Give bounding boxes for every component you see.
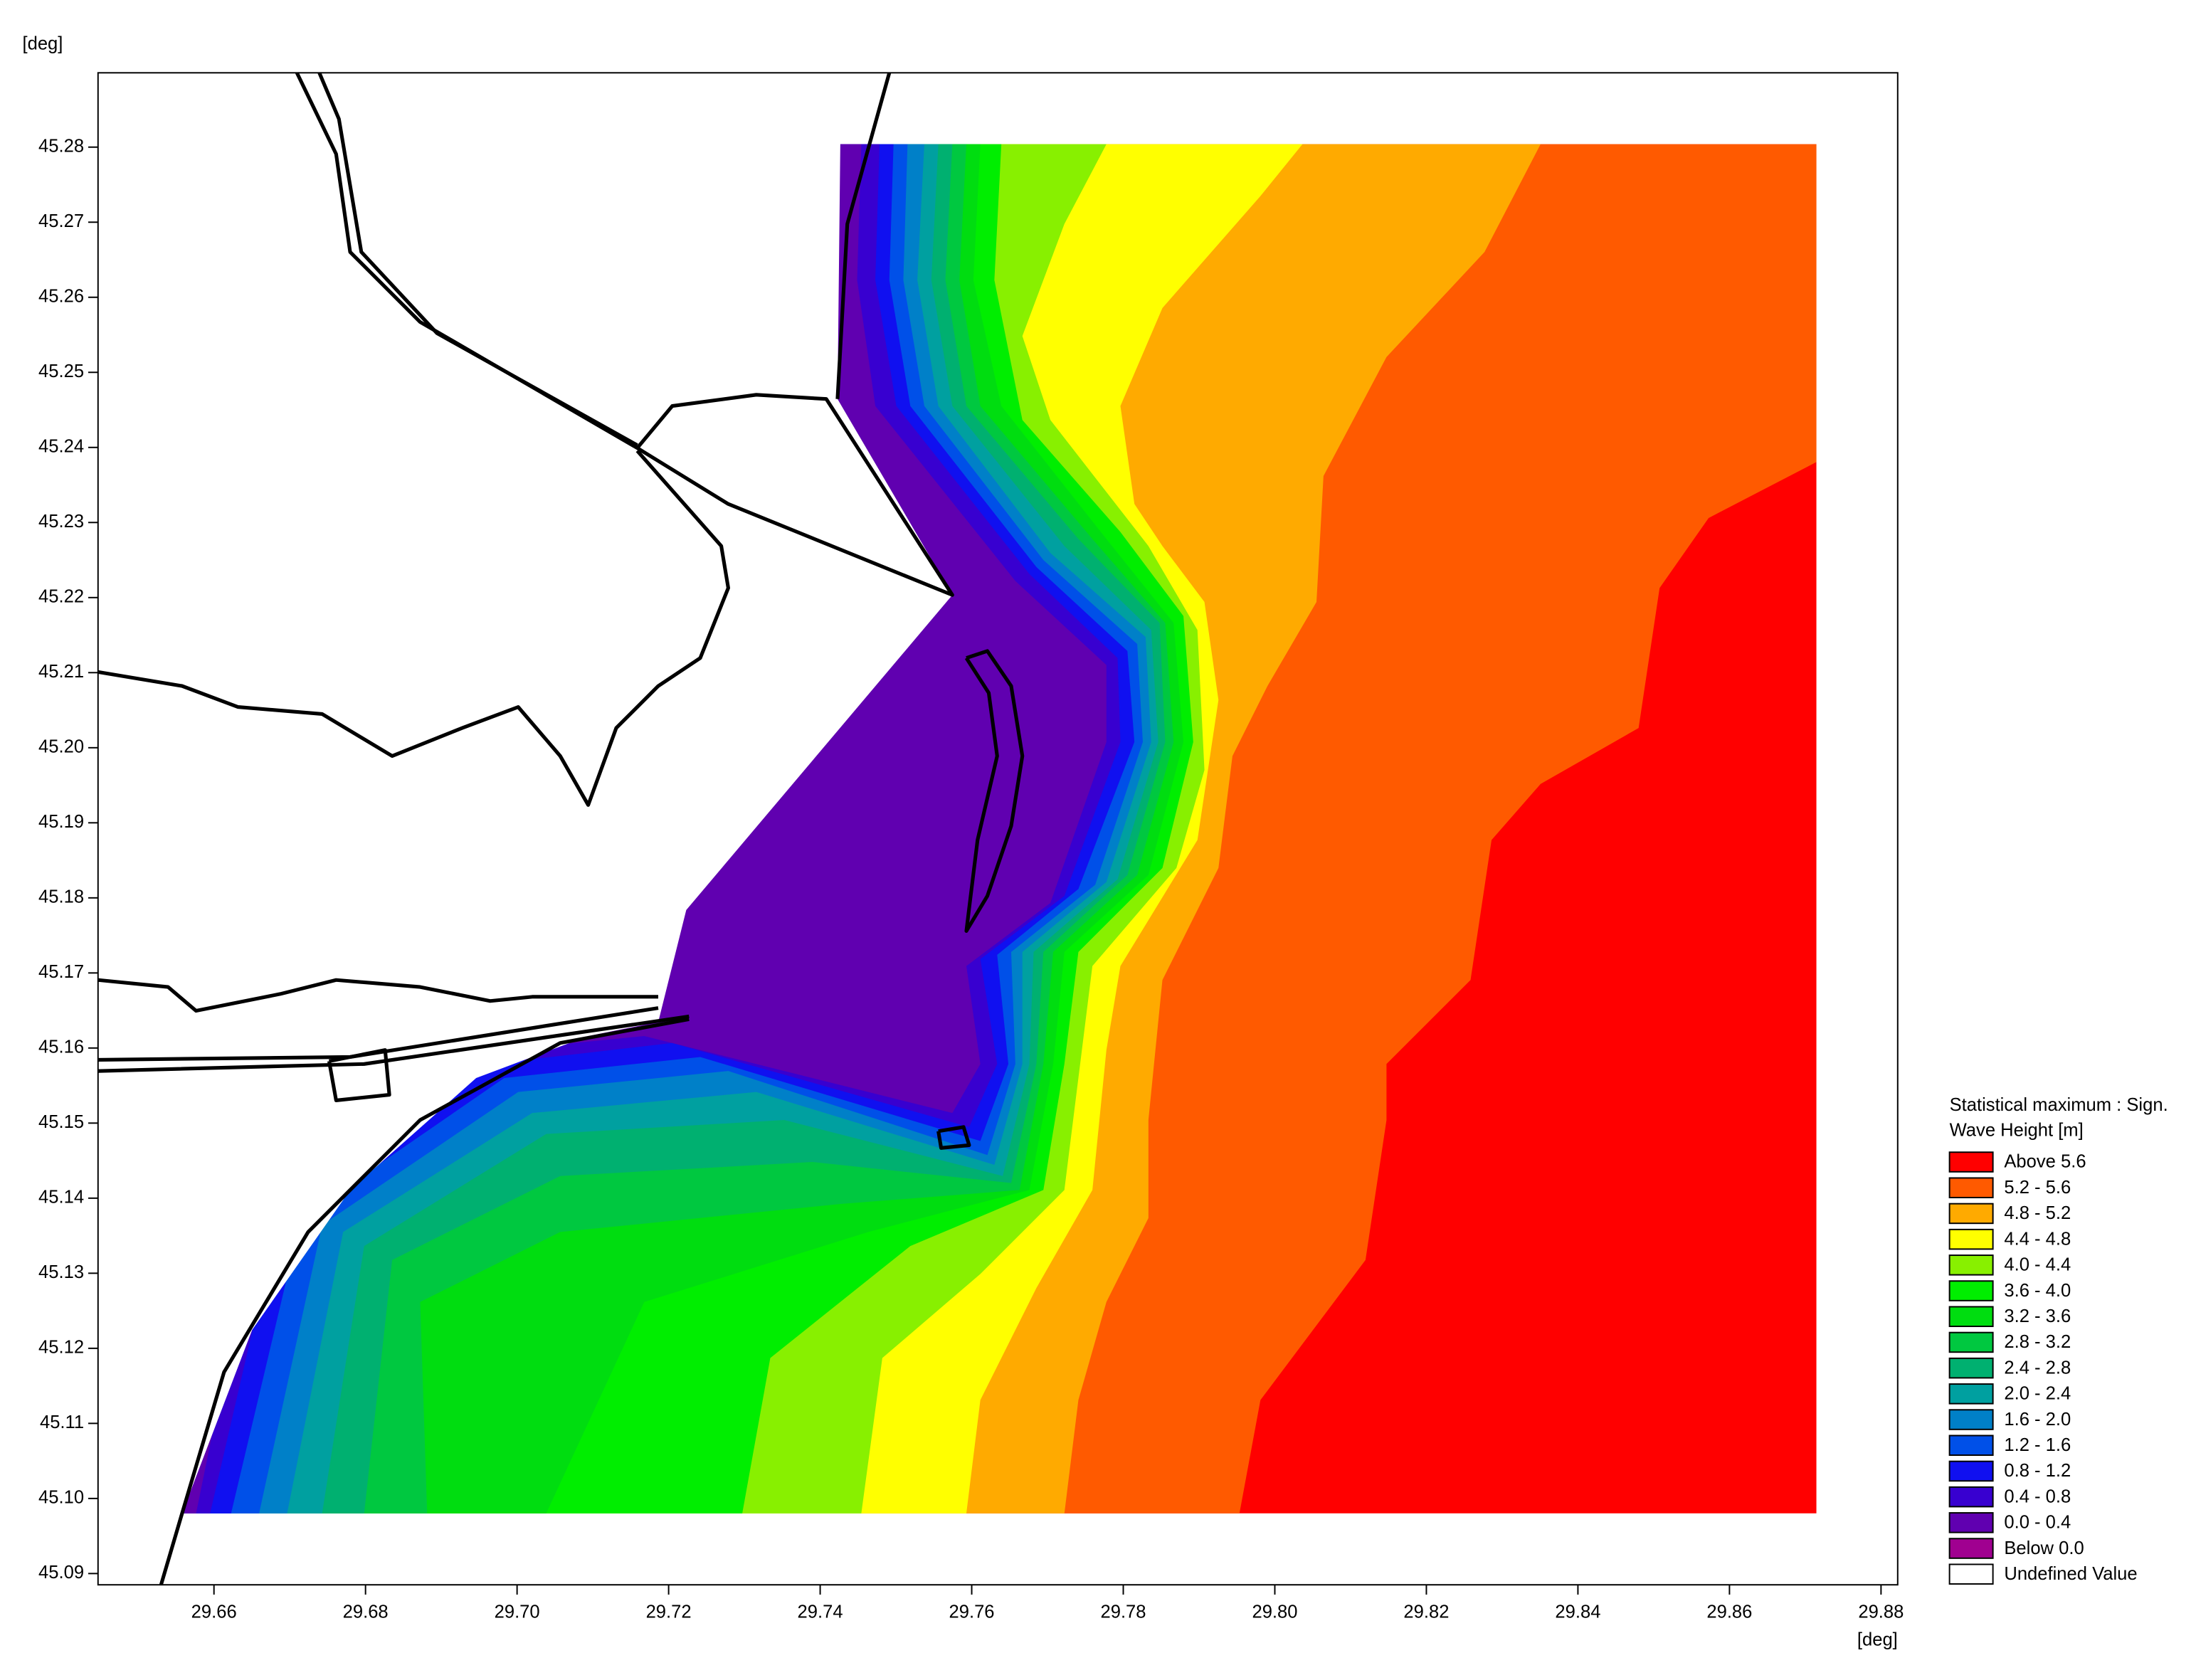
y-tick-label: 45.21 — [38, 662, 84, 682]
coast-line — [159, 1017, 690, 1585]
x-tick-label: 29.84 — [1555, 1602, 1600, 1622]
y-tick-label: 45.09 — [38, 1563, 84, 1583]
legend-label: 4.0 - 4.4 — [2004, 1255, 2071, 1275]
coast-line — [327, 1048, 391, 1103]
y-tick-label: 45.18 — [38, 887, 84, 907]
y-tick-label: 45.15 — [38, 1112, 84, 1132]
y-tick-label: 45.19 — [38, 812, 84, 832]
coast-line — [97, 978, 659, 1013]
y-tick-label: 45.17 — [38, 962, 84, 982]
legend-label: 1.6 - 2.0 — [2004, 1410, 2071, 1430]
legend-swatch — [1948, 1254, 1994, 1276]
coast-line — [635, 393, 954, 597]
legend-swatch — [1948, 1486, 1994, 1508]
y-tick-label: 45.23 — [38, 512, 84, 532]
y-tick-label: 45.22 — [38, 587, 84, 607]
legend-label: 5.2 - 5.6 — [2004, 1178, 2071, 1198]
legend-label: 0.4 - 0.8 — [2004, 1486, 2071, 1506]
y-tick-label: 45.14 — [38, 1188, 84, 1208]
legend-label: Below 0.0 — [2004, 1538, 2084, 1558]
legend-label: 3.2 - 3.6 — [2004, 1306, 2071, 1326]
legend-label: 4.8 - 5.2 — [2004, 1203, 2071, 1223]
x-tick-label: 29.86 — [1706, 1602, 1752, 1622]
legend-swatch — [1948, 1563, 1994, 1585]
legend-label: 3.6 - 4.0 — [2004, 1281, 2071, 1301]
legend-label: 2.4 - 2.8 — [2004, 1358, 2071, 1378]
legend-swatch — [1948, 1177, 1994, 1198]
coast-line — [317, 72, 638, 447]
plot-frame — [97, 72, 1899, 1586]
x-tick-label: 29.76 — [949, 1602, 995, 1622]
y-tick-label: 45.24 — [38, 437, 84, 457]
coast-line — [964, 649, 1025, 933]
legend-label: 1.2 - 1.6 — [2004, 1435, 2071, 1455]
y-tick-label: 45.11 — [40, 1412, 84, 1432]
legend-swatch — [1948, 1280, 1994, 1301]
legend-title: Wave Height [m] — [1950, 1120, 2084, 1140]
y-tick-label: 45.28 — [38, 137, 84, 157]
legend-swatch — [1948, 1409, 1994, 1430]
y-tick-label: 45.16 — [38, 1037, 84, 1057]
y-tick-label: 45.13 — [38, 1262, 84, 1282]
coast-line — [936, 1125, 971, 1150]
legend-swatch — [1948, 1228, 1994, 1250]
x-tick-label: 29.66 — [191, 1602, 237, 1622]
legend-label: 2.0 - 2.4 — [2004, 1384, 2071, 1404]
legend-swatch — [1948, 1151, 1994, 1173]
x-tick-label: 29.82 — [1403, 1602, 1449, 1622]
x-tick-label: 29.72 — [646, 1602, 692, 1622]
y-tick-label: 45.27 — [38, 211, 84, 231]
x-axis-unit: [deg] — [1857, 1630, 1898, 1650]
legend-swatch — [1948, 1435, 1994, 1457]
x-tick-label: 29.74 — [798, 1602, 843, 1622]
land-mask — [97, 73, 953, 1585]
y-axis-unit: [deg] — [22, 34, 63, 54]
legend-swatch — [1948, 1331, 1994, 1353]
legend-swatch — [1948, 1203, 1994, 1225]
legend-swatch — [1948, 1383, 1994, 1405]
legend-label: 0.0 - 0.4 — [2004, 1513, 2071, 1533]
legend-swatch — [1948, 1538, 1994, 1559]
legend-label: 0.8 - 1.2 — [2004, 1461, 2071, 1481]
legend-label: Above 5.6 — [2004, 1152, 2086, 1172]
coast-line — [97, 449, 730, 807]
x-tick-label: 29.88 — [1858, 1602, 1904, 1622]
y-tick-label: 45.25 — [38, 361, 84, 381]
x-tick-label: 29.70 — [495, 1602, 540, 1622]
legend-label: 4.4 - 4.8 — [2004, 1229, 2071, 1249]
x-tick-label: 29.68 — [343, 1602, 389, 1622]
legend-swatch — [1948, 1460, 1994, 1482]
y-tick-label: 45.26 — [38, 287, 84, 307]
x-tick-label: 29.78 — [1101, 1602, 1146, 1622]
x-tick-label: 29.80 — [1252, 1602, 1297, 1622]
coast-line — [835, 72, 892, 399]
coastline — [97, 72, 1025, 1585]
legend-swatch — [1948, 1306, 1994, 1327]
y-tick-label: 45.20 — [38, 737, 84, 757]
legend-label: 2.8 - 3.2 — [2004, 1332, 2071, 1352]
legend-label: Undefined Value — [2004, 1564, 2137, 1584]
legend-swatch — [1948, 1357, 1994, 1379]
y-tick-label: 45.12 — [38, 1338, 84, 1358]
coast-line — [97, 1014, 690, 1073]
y-tick-label: 45.10 — [38, 1488, 84, 1508]
legend-title: Statistical maximum : Sign. — [1950, 1095, 2168, 1115]
legend-swatch — [1948, 1512, 1994, 1533]
